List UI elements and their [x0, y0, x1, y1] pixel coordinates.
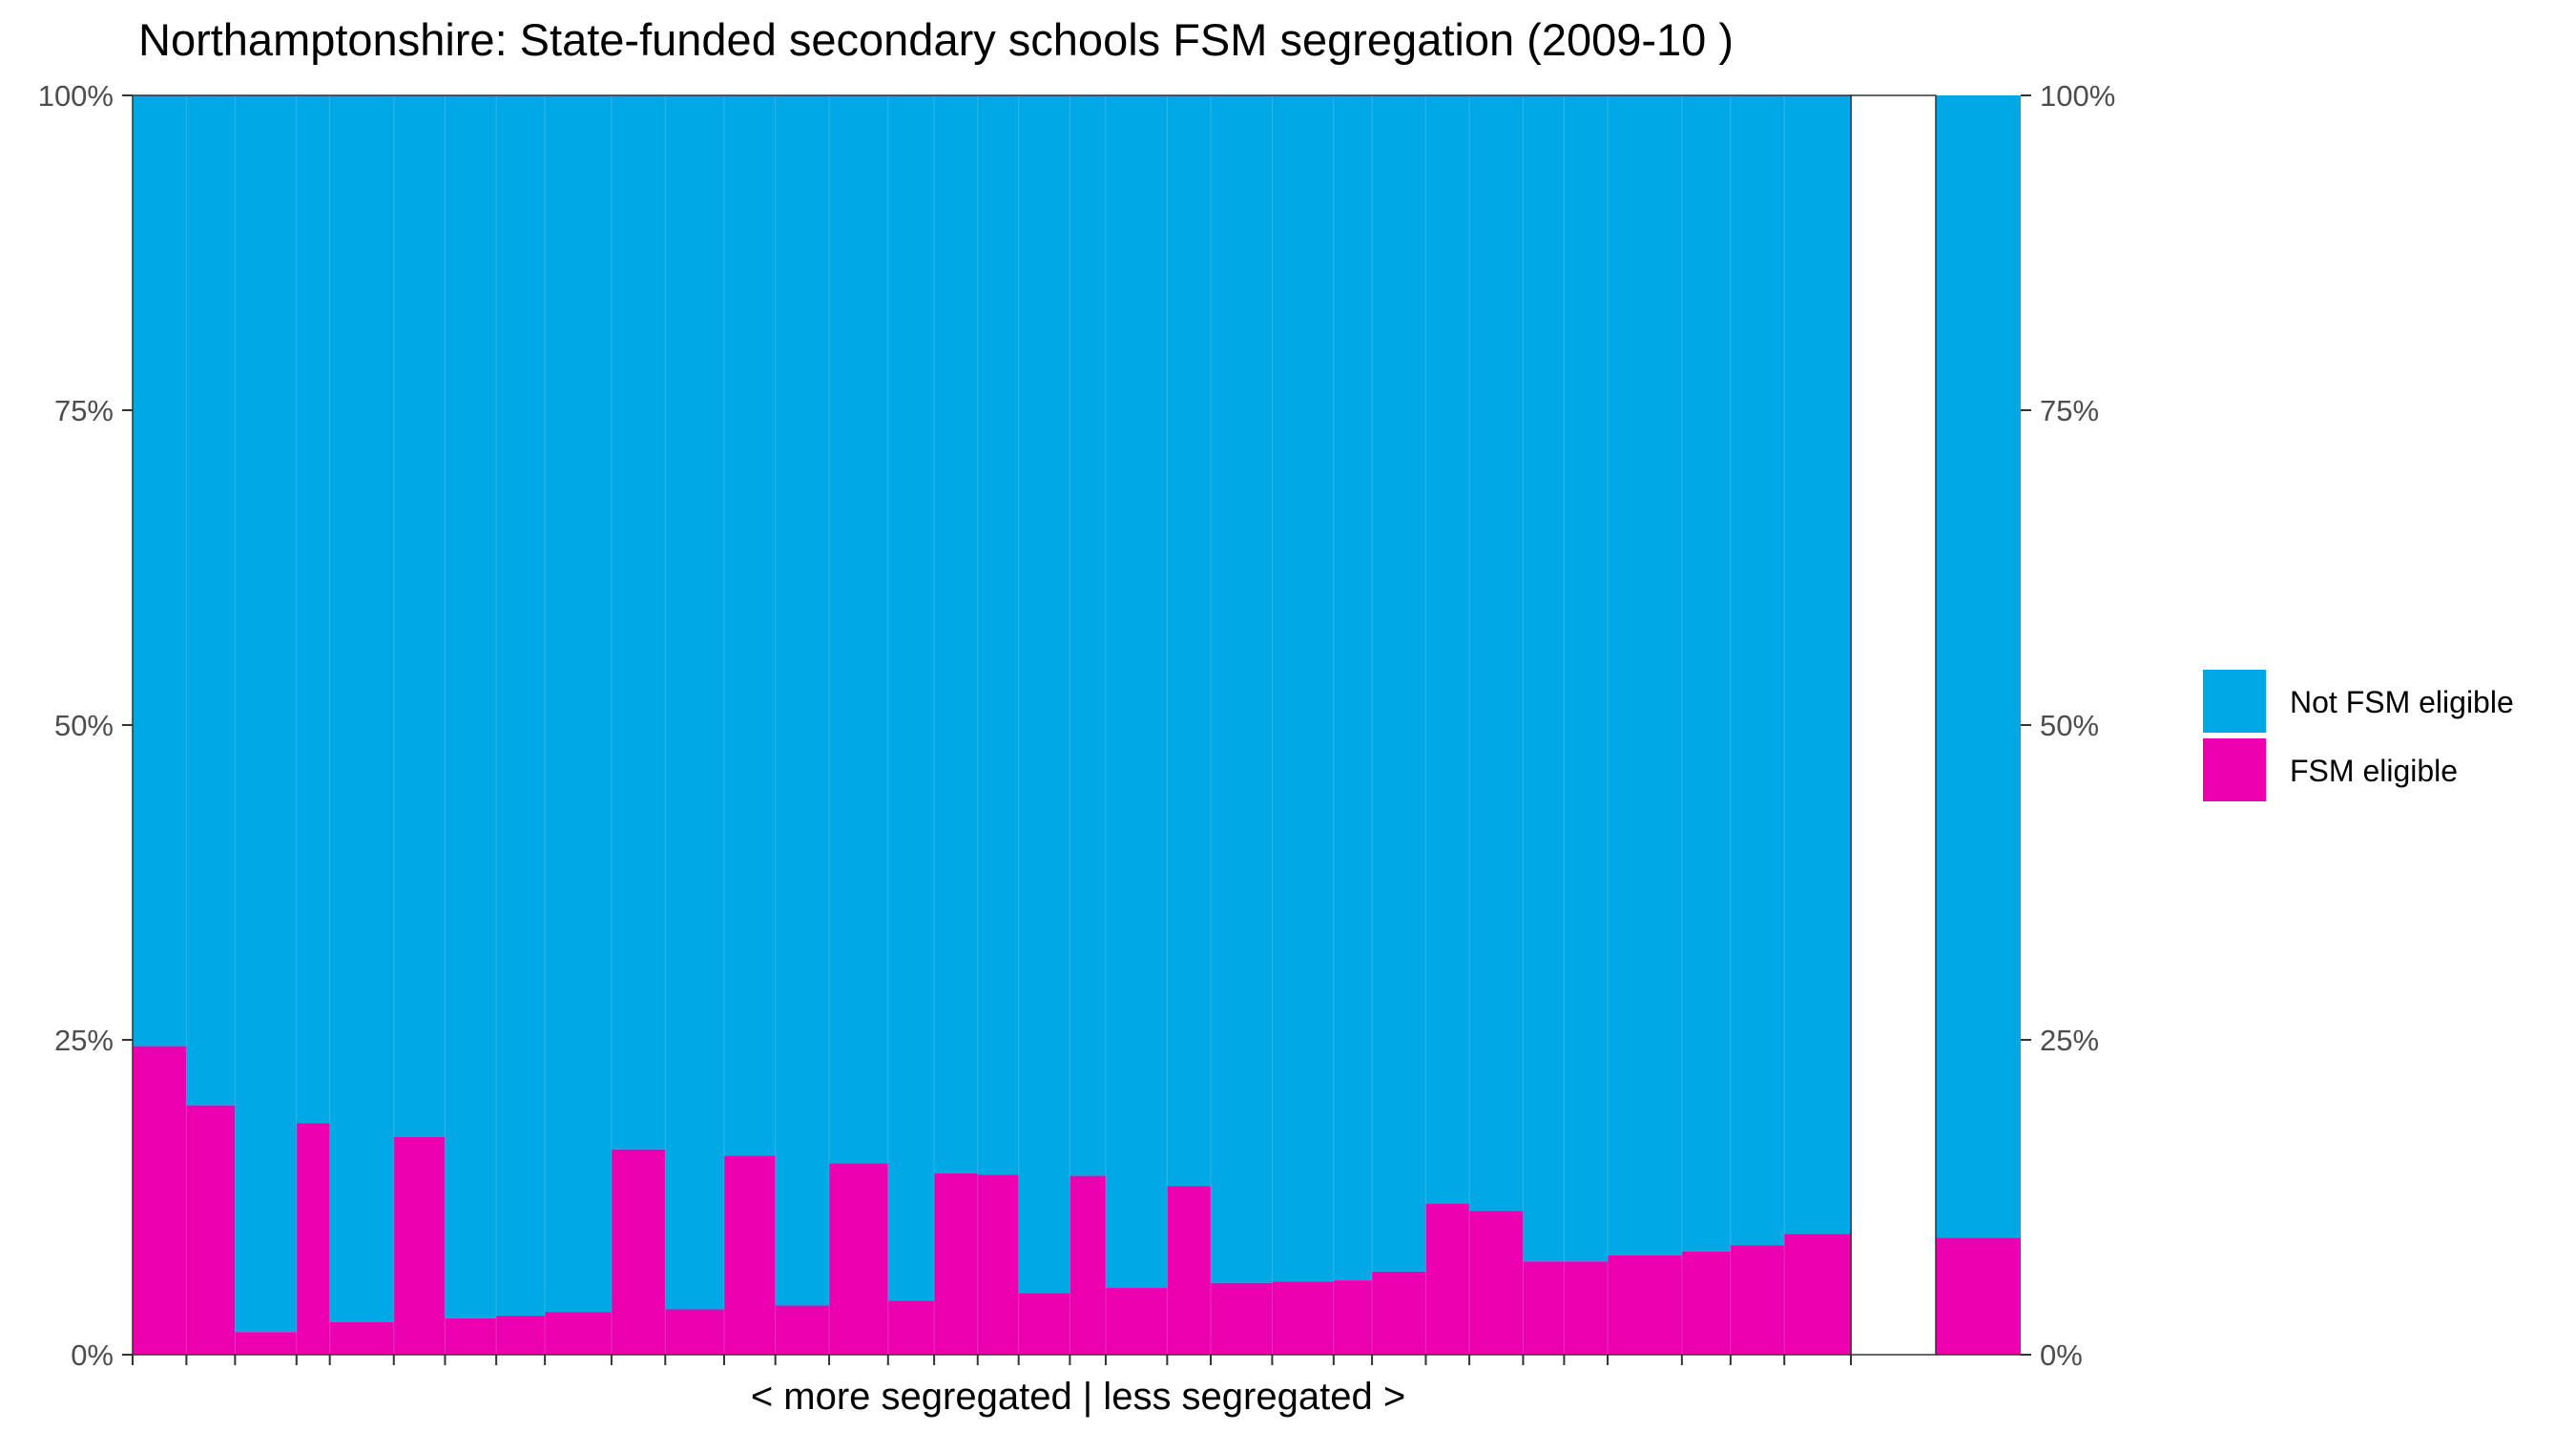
bar-fsm-13 [775, 1305, 830, 1355]
bar-fsm-5 [329, 1321, 395, 1355]
bar-fsm-9 [545, 1312, 613, 1355]
left-y-tick-label-1: 25% [54, 1024, 114, 1057]
overall-bar-fsm [1936, 1237, 2021, 1355]
bar-fsm-15 [887, 1300, 935, 1355]
bar-fsm-28 [1523, 1261, 1565, 1355]
bar-fsm-33 [1784, 1234, 1852, 1355]
bar-not-fsm-19 [1070, 95, 1107, 1176]
bar-fsm-29 [1564, 1261, 1609, 1355]
right-y-tick-label-0: 0% [2040, 1338, 2083, 1372]
bar-not-fsm-8 [496, 95, 546, 1317]
right-y-tick-label-1: 25% [2040, 1024, 2099, 1057]
left-y-tick-label-4: 100% [38, 79, 114, 113]
bar-not-fsm-15 [887, 95, 935, 1301]
bar-not-fsm-27 [1469, 95, 1524, 1212]
legend-swatch-not-fsm [2203, 670, 2266, 733]
legend-label-fsm: FSM eligible [2290, 754, 2458, 788]
bar-not-fsm-18 [1018, 95, 1070, 1294]
bar-not-fsm-26 [1425, 95, 1470, 1204]
left-y-tick-label-2: 50% [54, 709, 114, 742]
bar-not-fsm-2 [186, 95, 236, 1106]
bar-not-fsm-32 [1730, 95, 1785, 1246]
bar-not-fsm-11 [665, 95, 725, 1310]
bar-fsm-18 [1018, 1293, 1070, 1355]
bar-fsm-26 [1425, 1203, 1470, 1355]
left-y-axis: 0% 25% 50% 75% 100% [38, 79, 133, 1372]
bar-not-fsm-9 [545, 95, 613, 1313]
right-y-tick-label-3: 75% [2040, 394, 2099, 427]
bar-not-fsm-6 [393, 95, 446, 1137]
bar-not-fsm-12 [724, 95, 777, 1156]
bar-not-fsm-22 [1210, 95, 1273, 1283]
bar-not-fsm-20 [1105, 95, 1168, 1289]
left-y-tick-label-0: 0% [71, 1338, 114, 1372]
bar-not-fsm-24 [1333, 95, 1373, 1281]
right-y-axis: 0% 25% 50% 75% 100% [2021, 79, 2115, 1372]
bar-fsm-6 [393, 1136, 446, 1355]
bar-fsm-32 [1730, 1245, 1785, 1355]
bar-not-fsm-16 [934, 95, 979, 1173]
bar-not-fsm-30 [1608, 95, 1683, 1255]
bar-not-fsm-23 [1272, 95, 1335, 1282]
bar-fsm-3 [235, 1332, 298, 1355]
legend-label-not-fsm: Not FSM eligible [2290, 685, 2514, 719]
bar-fsm-30 [1608, 1255, 1683, 1355]
main-plot-panel [132, 94, 1852, 1356]
gap-box [1850, 94, 1937, 1356]
bar-not-fsm-1 [133, 95, 187, 1047]
bar-fsm-1 [133, 1046, 187, 1355]
bar-fsm-25 [1372, 1271, 1426, 1355]
left-y-tick-label-3: 75% [54, 394, 114, 427]
right-y-tick-label-2: 50% [2040, 709, 2099, 742]
bar-not-fsm-14 [829, 95, 889, 1164]
bar-fsm-17 [977, 1174, 1020, 1355]
bar-fsm-2 [186, 1105, 236, 1355]
chart-title: Northamptonshire: State-funded secondary… [138, 14, 1734, 65]
bar-not-fsm-25 [1372, 95, 1426, 1272]
bar-not-fsm-21 [1167, 95, 1212, 1187]
bar-not-fsm-7 [445, 95, 497, 1318]
bar-fsm-23 [1272, 1281, 1335, 1355]
bar-not-fsm-5 [329, 95, 395, 1322]
bar-not-fsm-13 [775, 95, 830, 1306]
bar-fsm-14 [829, 1163, 889, 1355]
bar-not-fsm-10 [611, 95, 666, 1150]
bar-fsm-19 [1070, 1175, 1107, 1355]
bar-fsm-22 [1210, 1282, 1273, 1355]
bar-fsm-8 [496, 1316, 546, 1355]
right-y-tick-label-4: 100% [2040, 79, 2115, 113]
bar-not-fsm-31 [1681, 95, 1732, 1252]
bar-fsm-20 [1105, 1288, 1168, 1355]
legend: Not FSM eligible FSM eligible [2203, 670, 2514, 801]
bar-not-fsm-17 [977, 95, 1020, 1175]
bar-not-fsm-4 [296, 95, 331, 1124]
bar-fsm-27 [1469, 1211, 1524, 1355]
x-axis-ticks [132, 1355, 1852, 1365]
bar-not-fsm-28 [1523, 95, 1565, 1262]
legend-swatch-fsm [2203, 738, 2266, 801]
bar-fsm-31 [1681, 1251, 1732, 1355]
x-axis-title: < more segregated | less segregated > [751, 1376, 1405, 1418]
bar-not-fsm-29 [1564, 95, 1609, 1262]
bar-fsm-10 [611, 1149, 666, 1355]
bar-fsm-24 [1333, 1280, 1373, 1355]
overall-plot-panel [1850, 94, 2021, 1356]
bar-fsm-21 [1167, 1186, 1212, 1355]
bar-fsm-11 [665, 1309, 725, 1355]
overall-bar-not-fsm [1936, 95, 2021, 1238]
bar-fsm-7 [445, 1317, 497, 1355]
bar-not-fsm-33 [1784, 95, 1852, 1234]
bar-fsm-12 [724, 1155, 777, 1355]
bar-fsm-4 [296, 1123, 331, 1355]
bar-not-fsm-3 [235, 95, 298, 1333]
bar-fsm-16 [934, 1172, 979, 1355]
